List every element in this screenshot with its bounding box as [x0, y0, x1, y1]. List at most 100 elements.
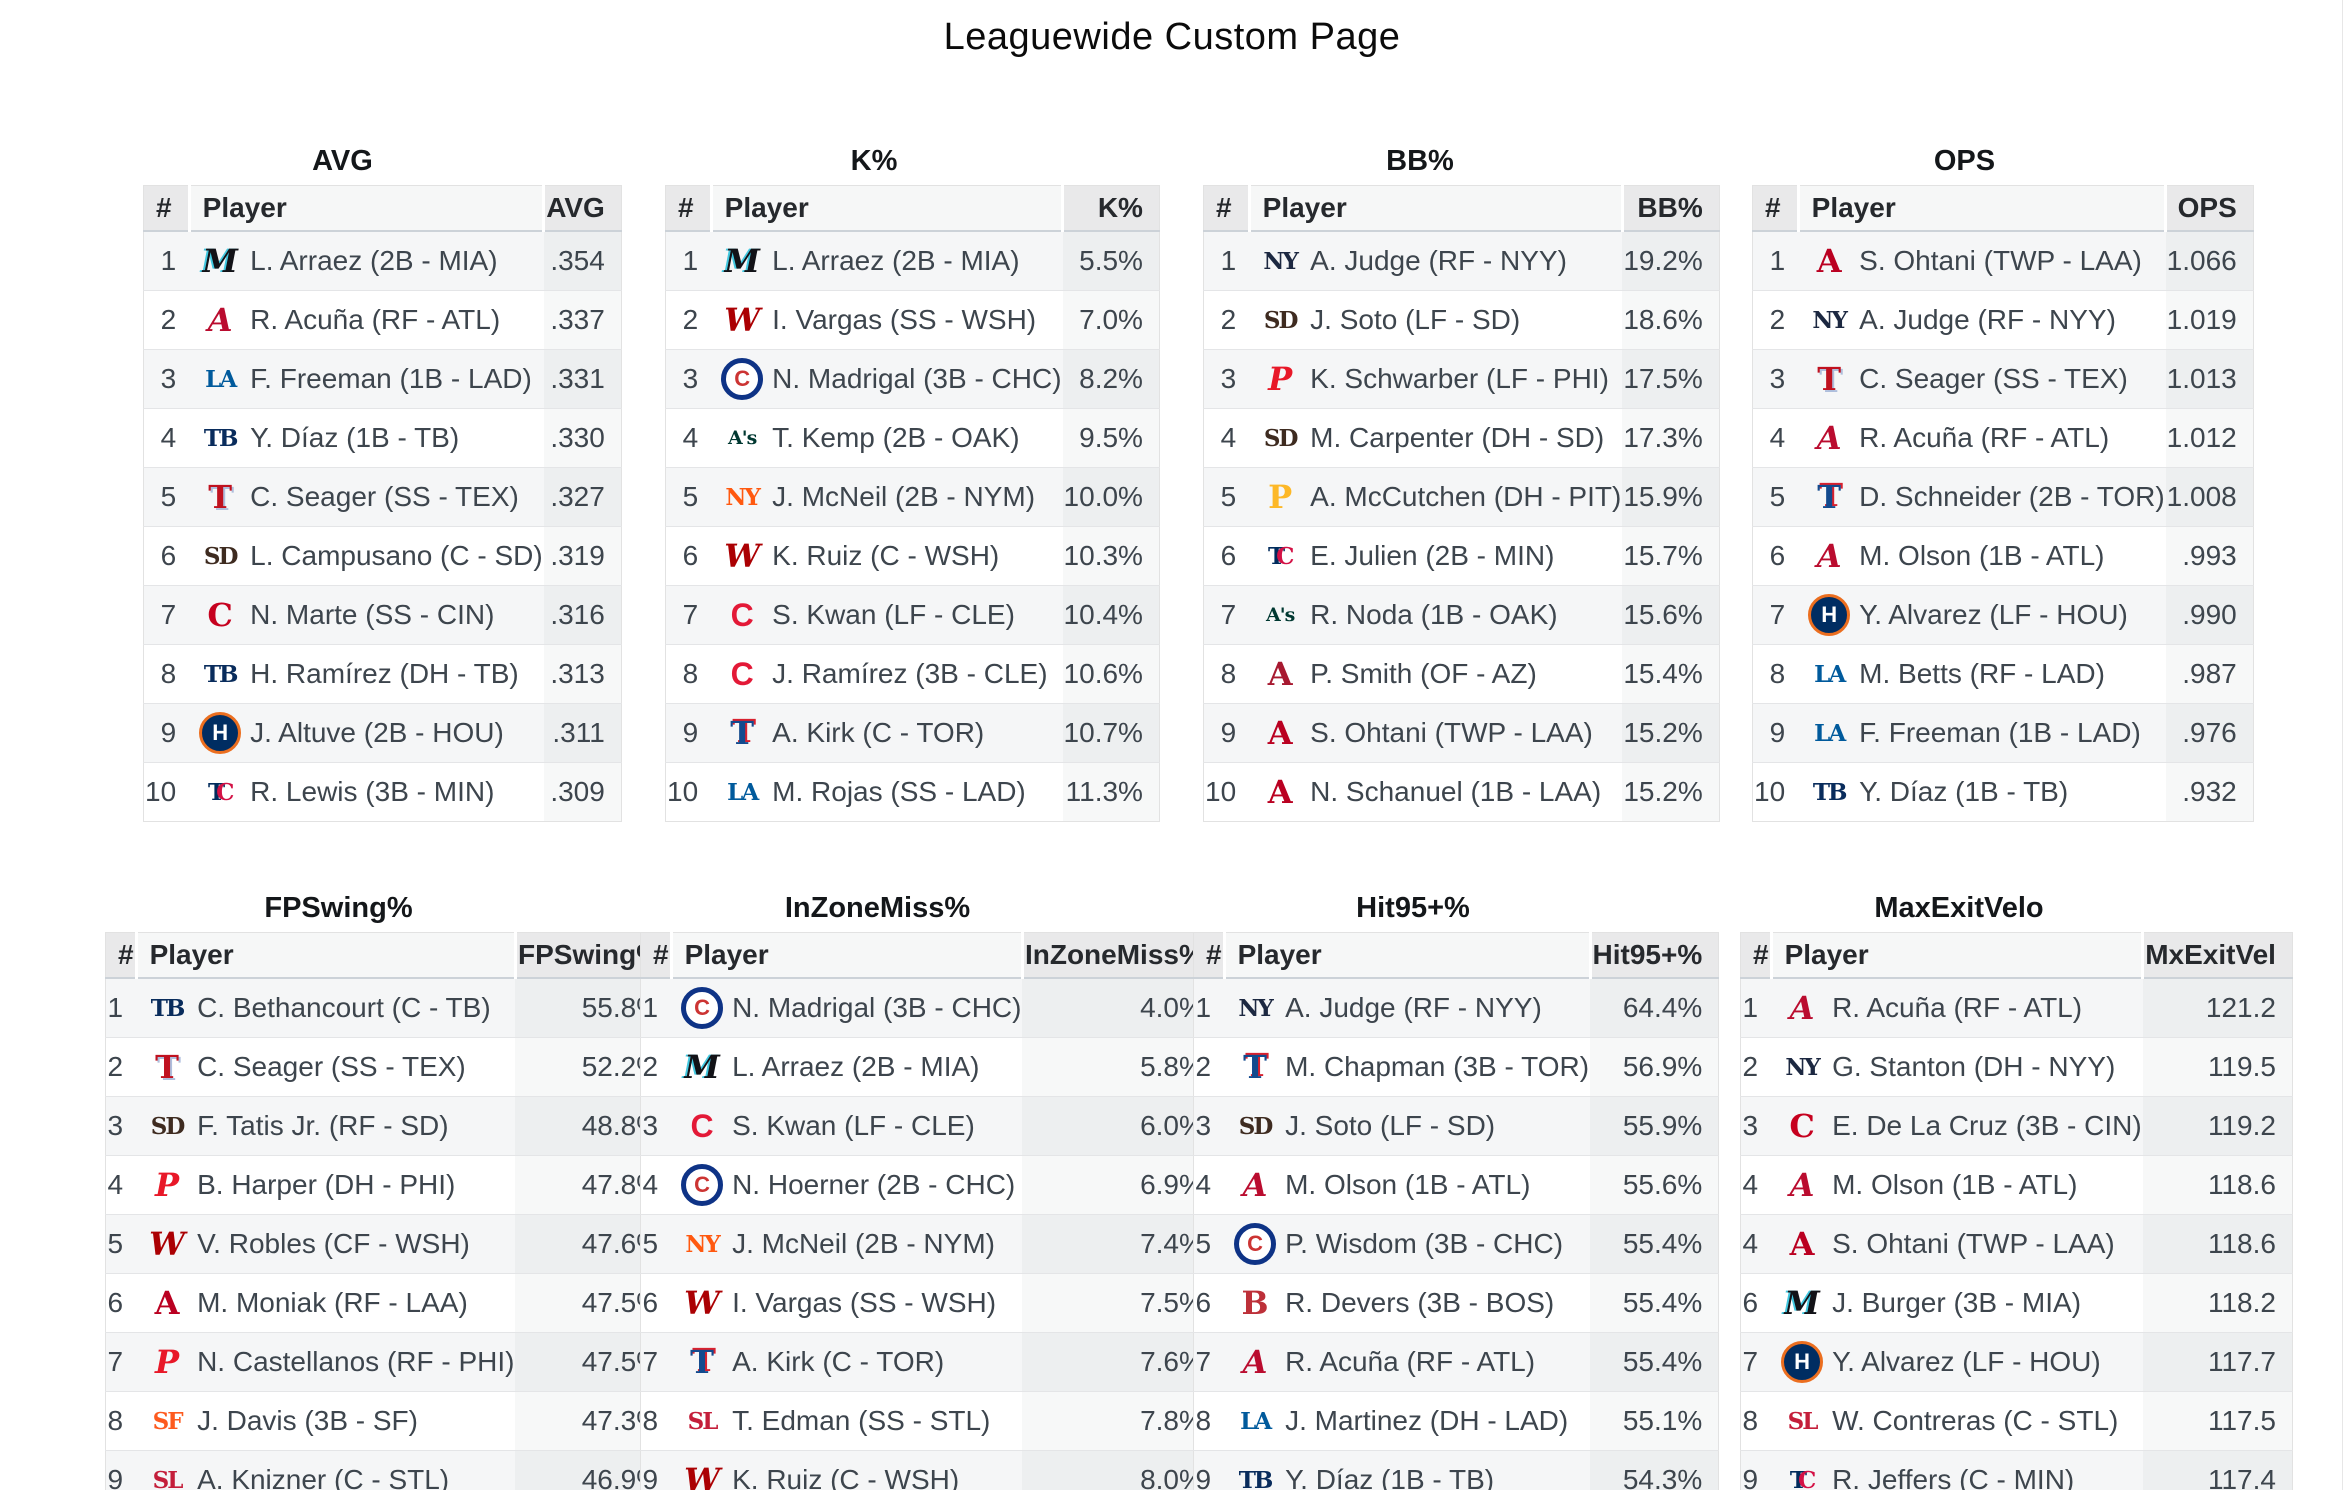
- player-cell: P K. Schwarber (LF - PHI): [1249, 349, 1623, 409]
- table-row: 6 T C E. Julien (2B - MIN) 15.7%: [1203, 526, 1720, 586]
- team-logo-tb-icon: TB: [203, 424, 239, 452]
- rank-cell: 7: [665, 585, 712, 645]
- player-name: S. Ohtani (TWP - LAA): [1832, 1228, 2115, 1259]
- table-inzonemiss-pct: InZoneMiss% # Player InZoneMiss% 1 C N. Ma…: [640, 892, 1221, 1490]
- player-cell: C N. Madrigal (3B - CHC): [671, 978, 1022, 1038]
- rank-cell: 1: [642, 992, 659, 1023]
- rank-cell: 5: [665, 467, 712, 527]
- rank-cell: 5: [1203, 467, 1250, 527]
- table-row: 8 A P. Smith (OF - AZ) 15.4%: [1203, 644, 1720, 704]
- team-logo-hou-icon: H: [1808, 594, 1851, 636]
- table-row: 2 A R. Acuña (RF - ATL) .337: [143, 290, 622, 350]
- team-logo-tor-icon: T: [690, 1343, 714, 1381]
- stat-value-cell: 1.008: [2165, 467, 2254, 527]
- rank-cell: 2: [143, 290, 190, 350]
- table-row: 9 T C R. Jeffers (C - MIN) 117.4: [1740, 1450, 2293, 1490]
- table-title: BB%: [1386, 145, 1454, 177]
- player-name: J. Martinez (DH - LAD): [1285, 1405, 1569, 1436]
- team-logo-tor-icon: T: [1817, 478, 1842, 516]
- table-row: 9 A S. Ohtani (TWP - LAA) 15.2%: [1203, 703, 1720, 763]
- rank-cell: 7: [640, 1332, 672, 1392]
- team-logo-phi-icon: P: [155, 1343, 180, 1381]
- team-logo-nym-icon: NY: [685, 1230, 720, 1258]
- stat-value-cell: 56.9%: [1590, 1037, 1719, 1097]
- table-row: 3 LA F. Freeman (1B - LAD) .331: [143, 349, 622, 409]
- rank-cell: 6: [1193, 1273, 1225, 1333]
- player-name: J. Altuve (2B - HOU): [250, 717, 504, 748]
- rank-cell: 4: [1740, 1155, 1772, 1215]
- team-logo-laa-icon: A: [1267, 773, 1293, 811]
- player-cell: SF J. Davis (3B - SF): [136, 1391, 516, 1451]
- stat-value-cell: 7.4%: [1022, 1214, 1221, 1274]
- rank-cell: 9: [1203, 703, 1250, 763]
- rank-column-header: #: [1203, 185, 1251, 232]
- table-row: 1 C N. Madrigal (3B - CHC) 4.0%: [640, 978, 1221, 1038]
- player-cell: A M. Olson (1B - ATL): [1798, 526, 2166, 586]
- player-column-header: Player: [711, 185, 1063, 232]
- stat-table: # Player OPS 1 A S. Ohtani (TWP - LAA) 1.06…: [1752, 185, 2254, 822]
- player-cell: C J. Ramírez (3B - CLE): [711, 644, 1063, 704]
- stat-value-cell: 10.6%: [1062, 644, 1160, 704]
- player-name: V. Robles (CF - WSH): [197, 1228, 470, 1259]
- table-header-row: # Player BB%: [1203, 185, 1720, 232]
- team-logo-mia-icon: M: [684, 1048, 720, 1086]
- rank-cell: 6: [105, 1273, 137, 1333]
- rank-cell: 3: [1740, 1096, 1772, 1156]
- table-row: 3 C E. De La Cruz (3B - CIN) 119.2: [1740, 1096, 2293, 1156]
- table-title: Hit95+%: [1356, 892, 1470, 924]
- player-cell: T C. Seager (SS - TEX): [189, 467, 544, 527]
- team-logo-laa-icon: A: [1816, 242, 1842, 280]
- player-name: T. Edman (SS - STL): [732, 1405, 991, 1436]
- team-logo-chc-icon: C: [681, 987, 724, 1029]
- player-name: A. Judge (RF - NYY): [1285, 992, 1542, 1023]
- player-name: J. Soto (LF - SD): [1285, 1110, 1496, 1141]
- team-logo-oak-icon: A's: [728, 426, 757, 449]
- player-cell: SD J. Soto (LF - SD): [1224, 1096, 1591, 1156]
- stat-value-cell: .316: [543, 585, 622, 645]
- team-logo-cle-icon: C: [730, 656, 754, 692]
- player-name: S. Kwan (LF - CLE): [732, 1110, 975, 1141]
- table-row: 8 C J. Ramírez (3B - CLE) 10.6%: [665, 644, 1160, 704]
- team-logo-tb-icon: TB: [1238, 1466, 1274, 1490]
- table-row: 6 W I. Vargas (SS - WSH) 7.5%: [640, 1273, 1221, 1333]
- player-name: C. Bethancourt (C - TB): [197, 992, 491, 1023]
- player-name: P. Smith (OF - AZ): [1310, 658, 1537, 689]
- rank-cell: 4: [105, 1155, 137, 1215]
- team-logo-lad-icon: LA: [1814, 660, 1846, 688]
- player-name: Y. Alvarez (LF - HOU): [1832, 1346, 2101, 1377]
- rank-cell: 5: [105, 1214, 137, 1274]
- rank-cell: 8: [105, 1391, 137, 1451]
- player-cell: P N. Castellanos (RF - PHI): [136, 1332, 516, 1392]
- player-name: S. Ohtani (TWP - LAA): [1310, 717, 1593, 748]
- table-row: 7 T A. Kirk (C - TOR) 7.6%: [640, 1332, 1221, 1392]
- stat-value-cell: 19.2%: [1622, 231, 1719, 291]
- player-name: Y. Díaz (1B - TB): [1285, 1464, 1495, 1490]
- table-row: 5 T C. Seager (SS - TEX) .327: [143, 467, 622, 527]
- table-row: 9 W K. Ruiz (C - WSH) 8.0%: [640, 1450, 1221, 1490]
- player-name: Y. Díaz (1B - TB): [250, 422, 460, 453]
- table-row: 5 NY J. McNeil (2B - NYM) 10.0%: [665, 467, 1160, 527]
- table-row: 1 M L. Arraez (2B - MIA) 5.5%: [665, 231, 1160, 291]
- player-name: R. Acuña (RF - ATL): [1832, 992, 2083, 1023]
- player-cell: A's R. Noda (1B - OAK): [1249, 585, 1623, 645]
- player-name: N. Schanuel (1B - LAA): [1310, 776, 1602, 807]
- player-name: R. Devers (3B - BOS): [1285, 1287, 1555, 1318]
- table-row: 5 P A. McCutchen (DH - PIT) 15.9%: [1203, 467, 1720, 527]
- team-logo-laa-icon: A: [1789, 1225, 1815, 1263]
- player-name: R. Jeffers (C - MIN): [1832, 1464, 2075, 1490]
- player-cell: P A. McCutchen (DH - PIT): [1249, 467, 1623, 527]
- stat-value-cell: 55.4%: [1590, 1273, 1719, 1333]
- player-cell: A S. Ohtani (TWP - LAA): [1249, 703, 1623, 763]
- team-logo-az-icon: A: [1267, 655, 1293, 693]
- player-name: M. Olson (1B - ATL): [1832, 1169, 2078, 1200]
- team-logo-mia-icon: M: [724, 242, 760, 280]
- rank-cell: 6: [1752, 526, 1799, 586]
- stat-value-cell: .319: [543, 526, 622, 586]
- player-cell: A R. Acuña (RF - ATL): [1771, 978, 2143, 1038]
- table-row: 1 NY A. Judge (RF - NYY) 64.4%: [1193, 978, 1719, 1038]
- stat-value-cell: 55.4%: [1590, 1214, 1719, 1274]
- rank-cell: 3: [1203, 349, 1250, 409]
- player-column-header: Player: [1771, 932, 2143, 979]
